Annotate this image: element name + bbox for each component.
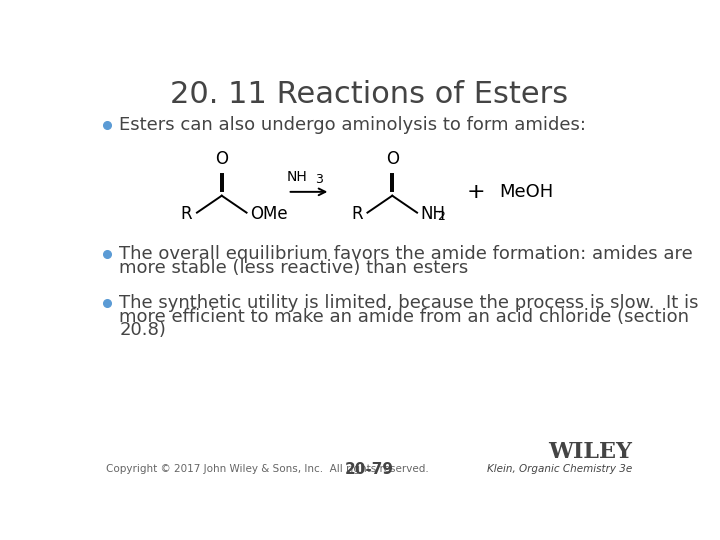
Text: NH: NH [287,170,307,184]
Text: WILEY: WILEY [549,441,632,463]
Text: 2: 2 [437,210,445,223]
Text: MeOH: MeOH [499,183,554,201]
Text: more efficient to make an amide from an acid chloride (section: more efficient to make an amide from an … [120,308,690,326]
Text: Copyright © 2017 John Wiley & Sons, Inc.  All rights reserved.: Copyright © 2017 John Wiley & Sons, Inc.… [106,464,428,474]
Text: O: O [386,150,399,168]
Text: O: O [215,150,228,168]
Text: 3: 3 [315,173,323,186]
Text: NH: NH [420,205,445,223]
Text: Esters can also undergo aminolysis to form amides:: Esters can also undergo aminolysis to fo… [120,116,587,134]
Text: R: R [181,205,192,223]
Text: OMe: OMe [250,205,287,223]
Text: 20.8): 20.8) [120,321,166,340]
Text: The overall equilibrium favors the amide formation: amides are: The overall equilibrium favors the amide… [120,245,693,263]
Text: R: R [351,205,363,223]
Text: Klein, Organic Chemistry 3e: Klein, Organic Chemistry 3e [487,464,632,474]
Text: The synthetic utility is limited, because the process is slow.  It is: The synthetic utility is limited, becaus… [120,294,699,312]
Text: more stable (less reactive) than esters: more stable (less reactive) than esters [120,259,469,277]
Text: 20-79: 20-79 [344,462,394,477]
Text: +: + [467,182,485,202]
Text: 20. 11 Reactions of Esters: 20. 11 Reactions of Esters [170,80,568,109]
